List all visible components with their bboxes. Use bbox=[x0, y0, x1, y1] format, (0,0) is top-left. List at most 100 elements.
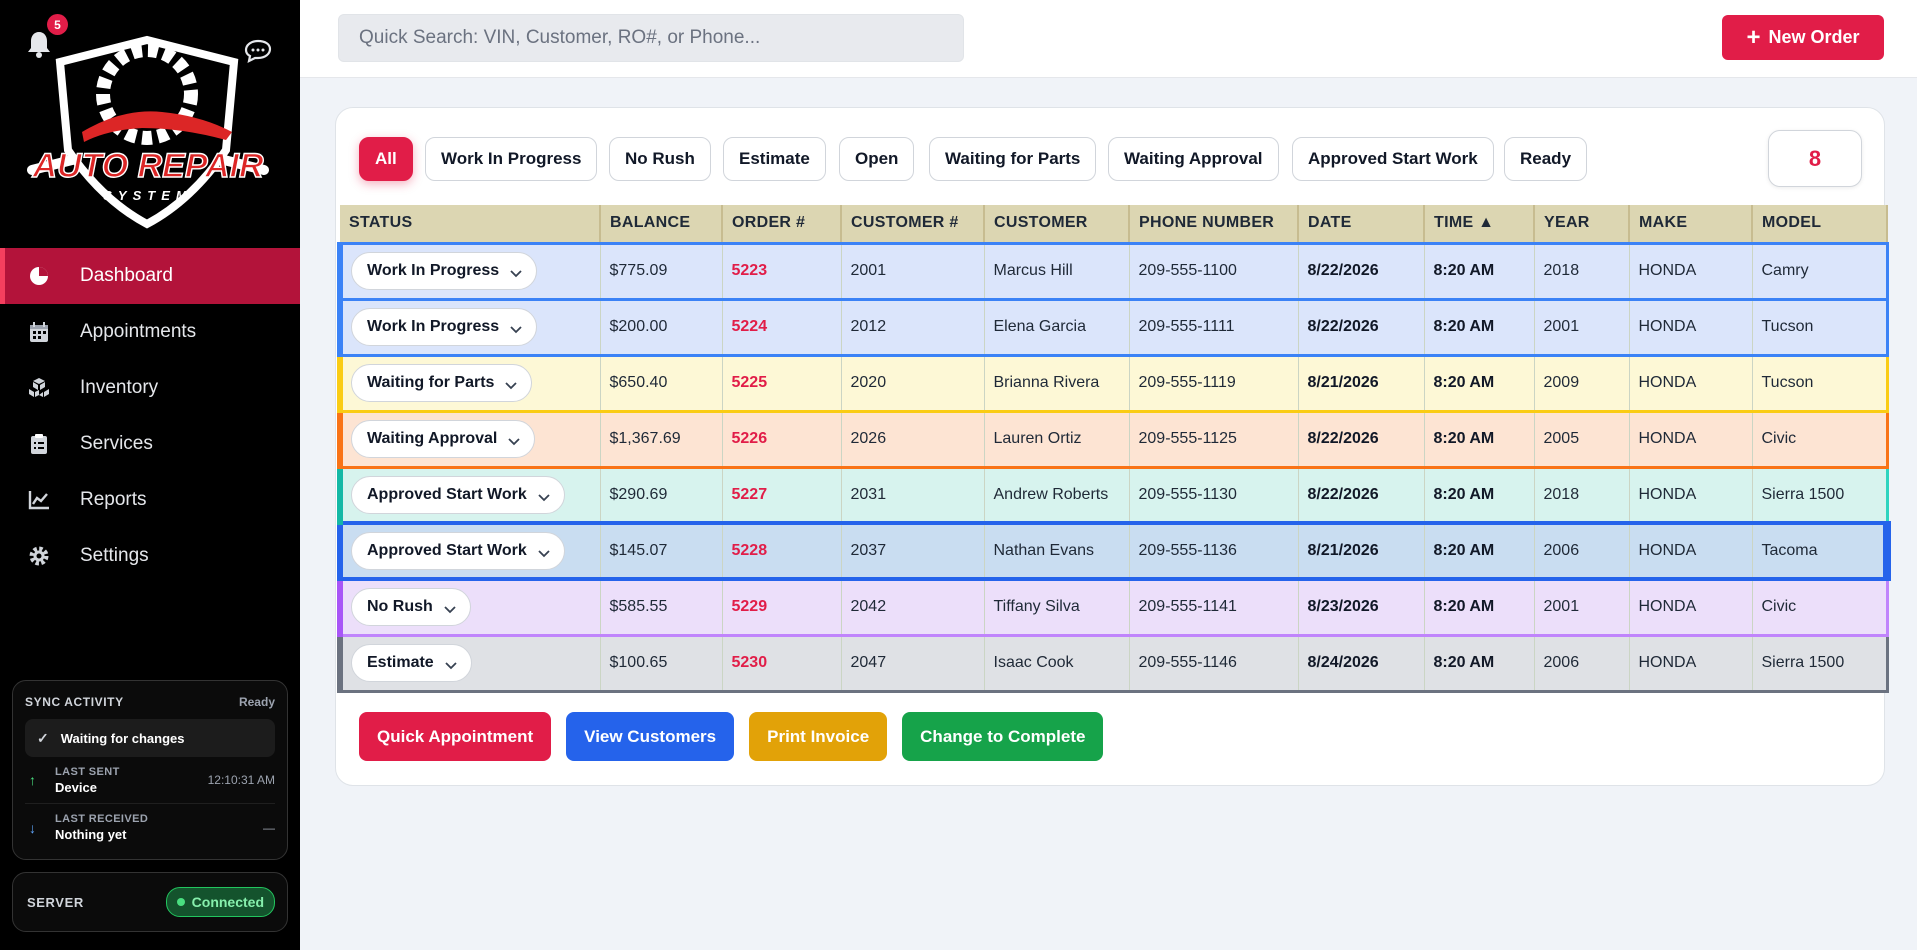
filter-waiting-for-parts[interactable]: Waiting for Parts bbox=[929, 137, 1097, 181]
column-header-year[interactable]: YEAR bbox=[1534, 205, 1630, 244]
cell-time: 8:20 AM bbox=[1424, 409, 1535, 469]
sidebar-item-dashboard[interactable]: Dashboard bbox=[0, 248, 300, 304]
sidebar-item-inventory[interactable]: Inventory bbox=[0, 360, 300, 416]
sidebar-item-label: Settings bbox=[80, 545, 149, 566]
cell-model: Civic bbox=[1752, 409, 1889, 469]
sync-activity-panel: SYNC ACTIVITY Ready ✓ Waiting for change… bbox=[12, 680, 288, 860]
status-dropdown[interactable]: Waiting for Parts bbox=[351, 364, 533, 402]
cell-phone: 209-555-1146 bbox=[1129, 633, 1299, 693]
sidebar-item-services[interactable]: Services bbox=[0, 416, 300, 472]
status-dropdown-label: Waiting Approval bbox=[367, 430, 498, 447]
column-header-model[interactable]: MODEL bbox=[1752, 205, 1888, 244]
action-bar: Quick Appointment View Customers Print I… bbox=[359, 712, 1104, 761]
table-row[interactable]: Work In Progress $775.09 5223 2001 Marcus Hi… bbox=[337, 241, 1889, 301]
table-row[interactable]: Waiting for Parts $650.40 5225 2020 Brianna … bbox=[337, 353, 1889, 413]
sidebar: 5 AUTO REPAIR SYSTEM Dashboard Appointme… bbox=[0, 0, 300, 950]
column-header-order[interactable]: ORDER # bbox=[722, 205, 842, 244]
new-order-label: New Order bbox=[1768, 27, 1860, 47]
table-row[interactable]: Approved Start Work $290.69 5227 2031 Andrew… bbox=[337, 465, 1889, 525]
column-header-phone[interactable]: PHONE NUMBER bbox=[1129, 205, 1299, 244]
cell-year: 2018 bbox=[1534, 465, 1630, 525]
cell-year: 2001 bbox=[1534, 297, 1630, 357]
search-input[interactable] bbox=[338, 14, 964, 62]
sidebar-item-label: Appointments bbox=[80, 321, 197, 342]
sidebar-item-appointments[interactable]: Appointments bbox=[0, 304, 300, 360]
status-dropdown[interactable]: Estimate bbox=[351, 644, 472, 682]
filter-approved-start-work[interactable]: Approved Start Work bbox=[1292, 137, 1494, 181]
chevron-down-icon bbox=[509, 322, 523, 334]
column-header-customer[interactable]: CUSTOMER bbox=[984, 205, 1130, 244]
cell-model: Sierra 1500 bbox=[1752, 633, 1889, 693]
column-header-balance[interactable]: BALANCE bbox=[600, 205, 723, 244]
filter-open[interactable]: Open bbox=[839, 137, 915, 181]
cell-phone: 209-555-1111 bbox=[1129, 297, 1299, 357]
cell-time: 8:20 AM bbox=[1424, 297, 1535, 357]
status-dropdown[interactable]: No Rush bbox=[351, 588, 471, 627]
cell-status: No Rush bbox=[337, 577, 601, 637]
sidebar-item-settings[interactable]: Settings bbox=[0, 528, 300, 584]
new-order-button[interactable]: + New Order bbox=[1722, 15, 1884, 60]
cell-status: Approved Start Work bbox=[337, 465, 601, 525]
table-row[interactable]: Estimate $100.65 5230 2047 Isaac Cook 209-555… bbox=[337, 633, 1889, 693]
filter-waiting-approval[interactable]: Waiting Approval bbox=[1108, 137, 1279, 181]
cell-make: HONDA bbox=[1629, 409, 1753, 469]
filter-no-rush[interactable]: No Rush bbox=[609, 137, 711, 181]
filter-all[interactable]: All bbox=[359, 137, 413, 181]
status-dropdown[interactable]: Work In Progress bbox=[351, 308, 538, 346]
table-row[interactable]: Approved Start Work $145.07 5228 2037 Nathan… bbox=[337, 521, 1891, 581]
status-dropdown[interactable]: Waiting Approval bbox=[351, 420, 536, 458]
server-label: SERVER bbox=[27, 894, 84, 910]
status-dropdown[interactable]: Approved Start Work bbox=[351, 532, 565, 570]
view-customers-button[interactable]: View Customers bbox=[566, 712, 735, 761]
notification-count-badge: 5 bbox=[47, 14, 68, 35]
cell-balance: $1,367.69 bbox=[600, 409, 723, 469]
column-header-status[interactable]: STATUS bbox=[340, 205, 601, 244]
cell-date: 8/22/2026 bbox=[1298, 297, 1425, 357]
cell-order-number: 5226 bbox=[722, 409, 842, 469]
column-header-customer-number[interactable]: CUSTOMER # bbox=[841, 205, 985, 244]
status-dropdown-label: Work In Progress bbox=[367, 318, 500, 335]
orders-card: All Work In Progress No Rush Estimate Op… bbox=[335, 107, 1891, 786]
filter-ready[interactable]: Ready bbox=[1504, 137, 1588, 181]
cell-balance: $100.65 bbox=[600, 633, 723, 693]
cell-status: Approved Start Work bbox=[337, 521, 601, 581]
cell-order-number: 5223 bbox=[722, 241, 842, 301]
cell-date: 8/21/2026 bbox=[1298, 521, 1425, 581]
cell-model: Tucson bbox=[1752, 353, 1889, 413]
cell-time: 8:20 AM bbox=[1424, 521, 1535, 581]
plus-icon: + bbox=[1746, 23, 1761, 51]
cell-customer-number: 2012 bbox=[841, 297, 985, 357]
status-dropdown[interactable]: Approved Start Work bbox=[351, 475, 565, 514]
cell-phone: 209-555-1119 bbox=[1129, 353, 1299, 413]
filter-work-in-progress[interactable]: Work In Progress bbox=[425, 137, 598, 181]
chevron-down-icon bbox=[443, 602, 457, 614]
cell-year: 2006 bbox=[1534, 633, 1630, 693]
filter-estimate[interactable]: Estimate bbox=[723, 137, 826, 181]
quick-appointment-button[interactable]: Quick Appointment bbox=[359, 712, 552, 761]
change-to-complete-button[interactable]: Change to Complete bbox=[902, 712, 1104, 761]
cell-phone: 209-555-1141 bbox=[1129, 577, 1299, 637]
cell-year: 2018 bbox=[1534, 241, 1630, 301]
column-header-time[interactable]: TIME ▲ bbox=[1424, 205, 1535, 244]
column-header-date[interactable]: DATE bbox=[1298, 205, 1425, 244]
sidebar-item-label: Inventory bbox=[80, 377, 159, 398]
table-row[interactable]: Waiting Approval $1,367.69 5226 2026 Lauren … bbox=[337, 409, 1889, 469]
table-row[interactable]: Work In Progress $200.00 5224 2012 Elena Gar… bbox=[337, 297, 1889, 357]
cell-time: 8:20 AM bbox=[1424, 241, 1535, 301]
notification-bell-icon[interactable] bbox=[26, 30, 52, 60]
boxes-icon bbox=[28, 377, 50, 399]
cell-make: HONDA bbox=[1629, 633, 1753, 693]
status-dropdown-label: Waiting for Parts bbox=[367, 374, 495, 391]
chat-icon[interactable] bbox=[244, 38, 272, 64]
print-invoice-button[interactable]: Print Invoice bbox=[749, 712, 888, 761]
cell-customer-name: Brianna Rivera bbox=[984, 353, 1130, 413]
sidebar-item-reports[interactable]: Reports bbox=[0, 472, 300, 528]
logo-text-main: AUTO REPAIR bbox=[31, 147, 264, 185]
gear-icon bbox=[28, 545, 50, 567]
status-dropdown[interactable]: Work In Progress bbox=[351, 252, 538, 290]
cell-order-number: 5225 bbox=[722, 353, 842, 413]
column-header-make[interactable]: MAKE bbox=[1629, 205, 1753, 244]
order-count-badge: 8 bbox=[1768, 130, 1862, 187]
table-row[interactable]: No Rush $585.55 5229 2042 Tiffany Silva 209-5… bbox=[337, 577, 1889, 637]
arrow-down-icon: ↓ bbox=[29, 819, 36, 836]
